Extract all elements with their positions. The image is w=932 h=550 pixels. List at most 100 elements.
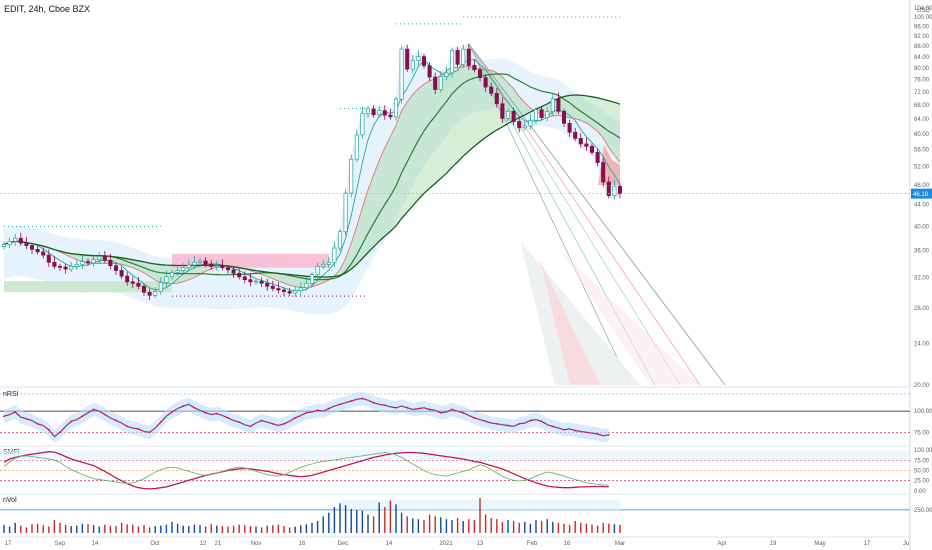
vol-bar: [232, 525, 235, 533]
candle-body: [237, 272, 242, 278]
rsi-point: [148, 431, 151, 434]
candle-body: [472, 65, 477, 71]
candle-body: [18, 237, 23, 244]
vol-bar: [518, 522, 520, 533]
vol-bar: [456, 518, 459, 533]
vol-bar: [300, 525, 302, 533]
rsi-point: [383, 404, 386, 407]
vol-bar: [216, 525, 218, 533]
rsi-tick-label: 75.00: [914, 430, 930, 436]
rsi-panel-title: nRSI: [3, 391, 19, 398]
vol-bar: [104, 524, 106, 533]
candle-body: [433, 76, 438, 90]
candle-body: [606, 181, 611, 196]
vol-bar: [585, 523, 588, 533]
vol-bar: [120, 522, 123, 533]
vol-bar: [490, 518, 492, 533]
rsi-point: [395, 406, 397, 409]
rsi-point: [322, 410, 325, 413]
rsi-point: [316, 409, 319, 412]
rsi-tick-label: 100.00: [914, 409, 932, 415]
candle-body: [377, 110, 382, 116]
last-price-badge: [911, 188, 932, 199]
rsi-point: [473, 417, 476, 419]
candle-body: [231, 269, 236, 274]
rsi-point: [31, 419, 33, 422]
x-tick-label: 14: [386, 541, 393, 547]
candle-body: [1, 243, 7, 247]
candle-body: [113, 265, 119, 271]
rsi-point: [19, 416, 22, 418]
vol-bar: [602, 522, 604, 533]
vol-bar: [372, 516, 375, 533]
price-tick-label: 20.00: [914, 383, 930, 389]
rsi-point: [25, 417, 28, 420]
smfi-upper-zone: [0, 450, 910, 461]
fan-wedge-red: [540, 260, 600, 385]
candle-body: [444, 72, 449, 77]
candle-body: [24, 242, 29, 246]
candle-body: [125, 275, 130, 283]
vol-bar: [501, 521, 504, 533]
rsi-point: [568, 428, 571, 430]
candle-body: [97, 256, 102, 261]
candle-body: [421, 56, 427, 67]
vol-bar: [3, 524, 5, 533]
rsi-point: [339, 403, 341, 406]
candle-body: [169, 272, 175, 278]
vol-bar: [529, 523, 532, 533]
candle-body: [483, 77, 488, 88]
candle-body: [349, 158, 354, 194]
rsi-point: [602, 434, 605, 437]
candle-body: [477, 69, 483, 78]
rsi-point: [299, 414, 302, 417]
vol-bar: [384, 507, 386, 533]
price-tick-label: 48.00: [914, 183, 930, 189]
rsi-point: [523, 422, 526, 424]
candle-body: [528, 120, 533, 127]
vol-bar: [395, 504, 397, 533]
rsi-point: [215, 412, 218, 415]
vol-bar: [356, 509, 358, 533]
rsi-point: [512, 425, 515, 428]
rsi-point: [501, 423, 504, 426]
fan-line-2: [468, 43, 681, 386]
candle-body: [410, 60, 415, 70]
price-tick-label: 28.00: [914, 306, 930, 312]
candle-body: [287, 291, 292, 294]
candle-body: [612, 185, 617, 196]
candle-body: [214, 265, 219, 268]
rsi-point: [87, 411, 89, 414]
rsi-point: [546, 423, 549, 426]
rsi-point: [557, 427, 560, 429]
x-tick-label: 14: [92, 541, 99, 547]
candle-body: [617, 185, 623, 194]
candle-body: [197, 260, 203, 263]
candle-body: [567, 122, 572, 133]
rsi-point: [406, 406, 409, 409]
vol-bar: [64, 524, 67, 533]
vol-bar: [59, 522, 61, 533]
rsi-point: [8, 413, 11, 416]
rsi-point: [367, 399, 369, 402]
vol-bar: [210, 524, 212, 533]
rsi-point: [417, 407, 420, 410]
vol-bar: [350, 508, 352, 533]
rsi-point: [193, 406, 196, 409]
vol-bar: [249, 526, 252, 533]
rsi-point: [551, 425, 554, 428]
rsi-point: [260, 419, 263, 422]
price-tick-label: 40.00: [914, 224, 930, 230]
candle-body: [561, 110, 567, 124]
candle-body: [46, 254, 51, 263]
rsi-point: [115, 419, 117, 422]
candle-body: [136, 282, 141, 287]
candle-body: [321, 263, 326, 267]
vol-bar: [227, 526, 229, 533]
rsi-point: [311, 411, 313, 413]
rsi-point: [507, 424, 509, 427]
rsi-point: [294, 417, 297, 419]
candle-body: [253, 280, 259, 283]
candle-body: [399, 48, 404, 100]
price-tick-label: 96.00: [914, 24, 930, 30]
